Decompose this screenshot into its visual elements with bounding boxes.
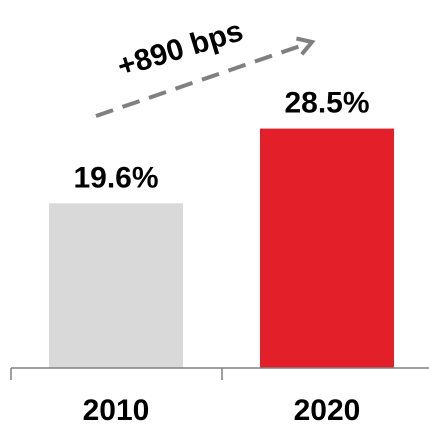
growth-arrow-line bbox=[95, 42, 307, 118]
x-tick-label-2010: 2010 bbox=[83, 394, 150, 426]
x-axis-ticks bbox=[10, 368, 223, 380]
data-label-2020: 28.5% bbox=[284, 87, 369, 120]
growth-arrowhead bbox=[295, 36, 316, 56]
growth-annotation-label: +890 bps bbox=[114, 14, 247, 83]
growth-annotation: +890 bps bbox=[95, 14, 316, 118]
data-label-2010: 19.6% bbox=[73, 161, 158, 194]
bar-2020 bbox=[260, 128, 394, 368]
bars-layer bbox=[49, 128, 394, 368]
x-tick-label-2020: 2020 bbox=[294, 394, 361, 426]
bar-2010 bbox=[49, 203, 183, 368]
x-axis-tick-labels: 2010 2020 bbox=[83, 394, 361, 426]
data-labels-layer: 19.6% 28.5% bbox=[73, 87, 369, 195]
